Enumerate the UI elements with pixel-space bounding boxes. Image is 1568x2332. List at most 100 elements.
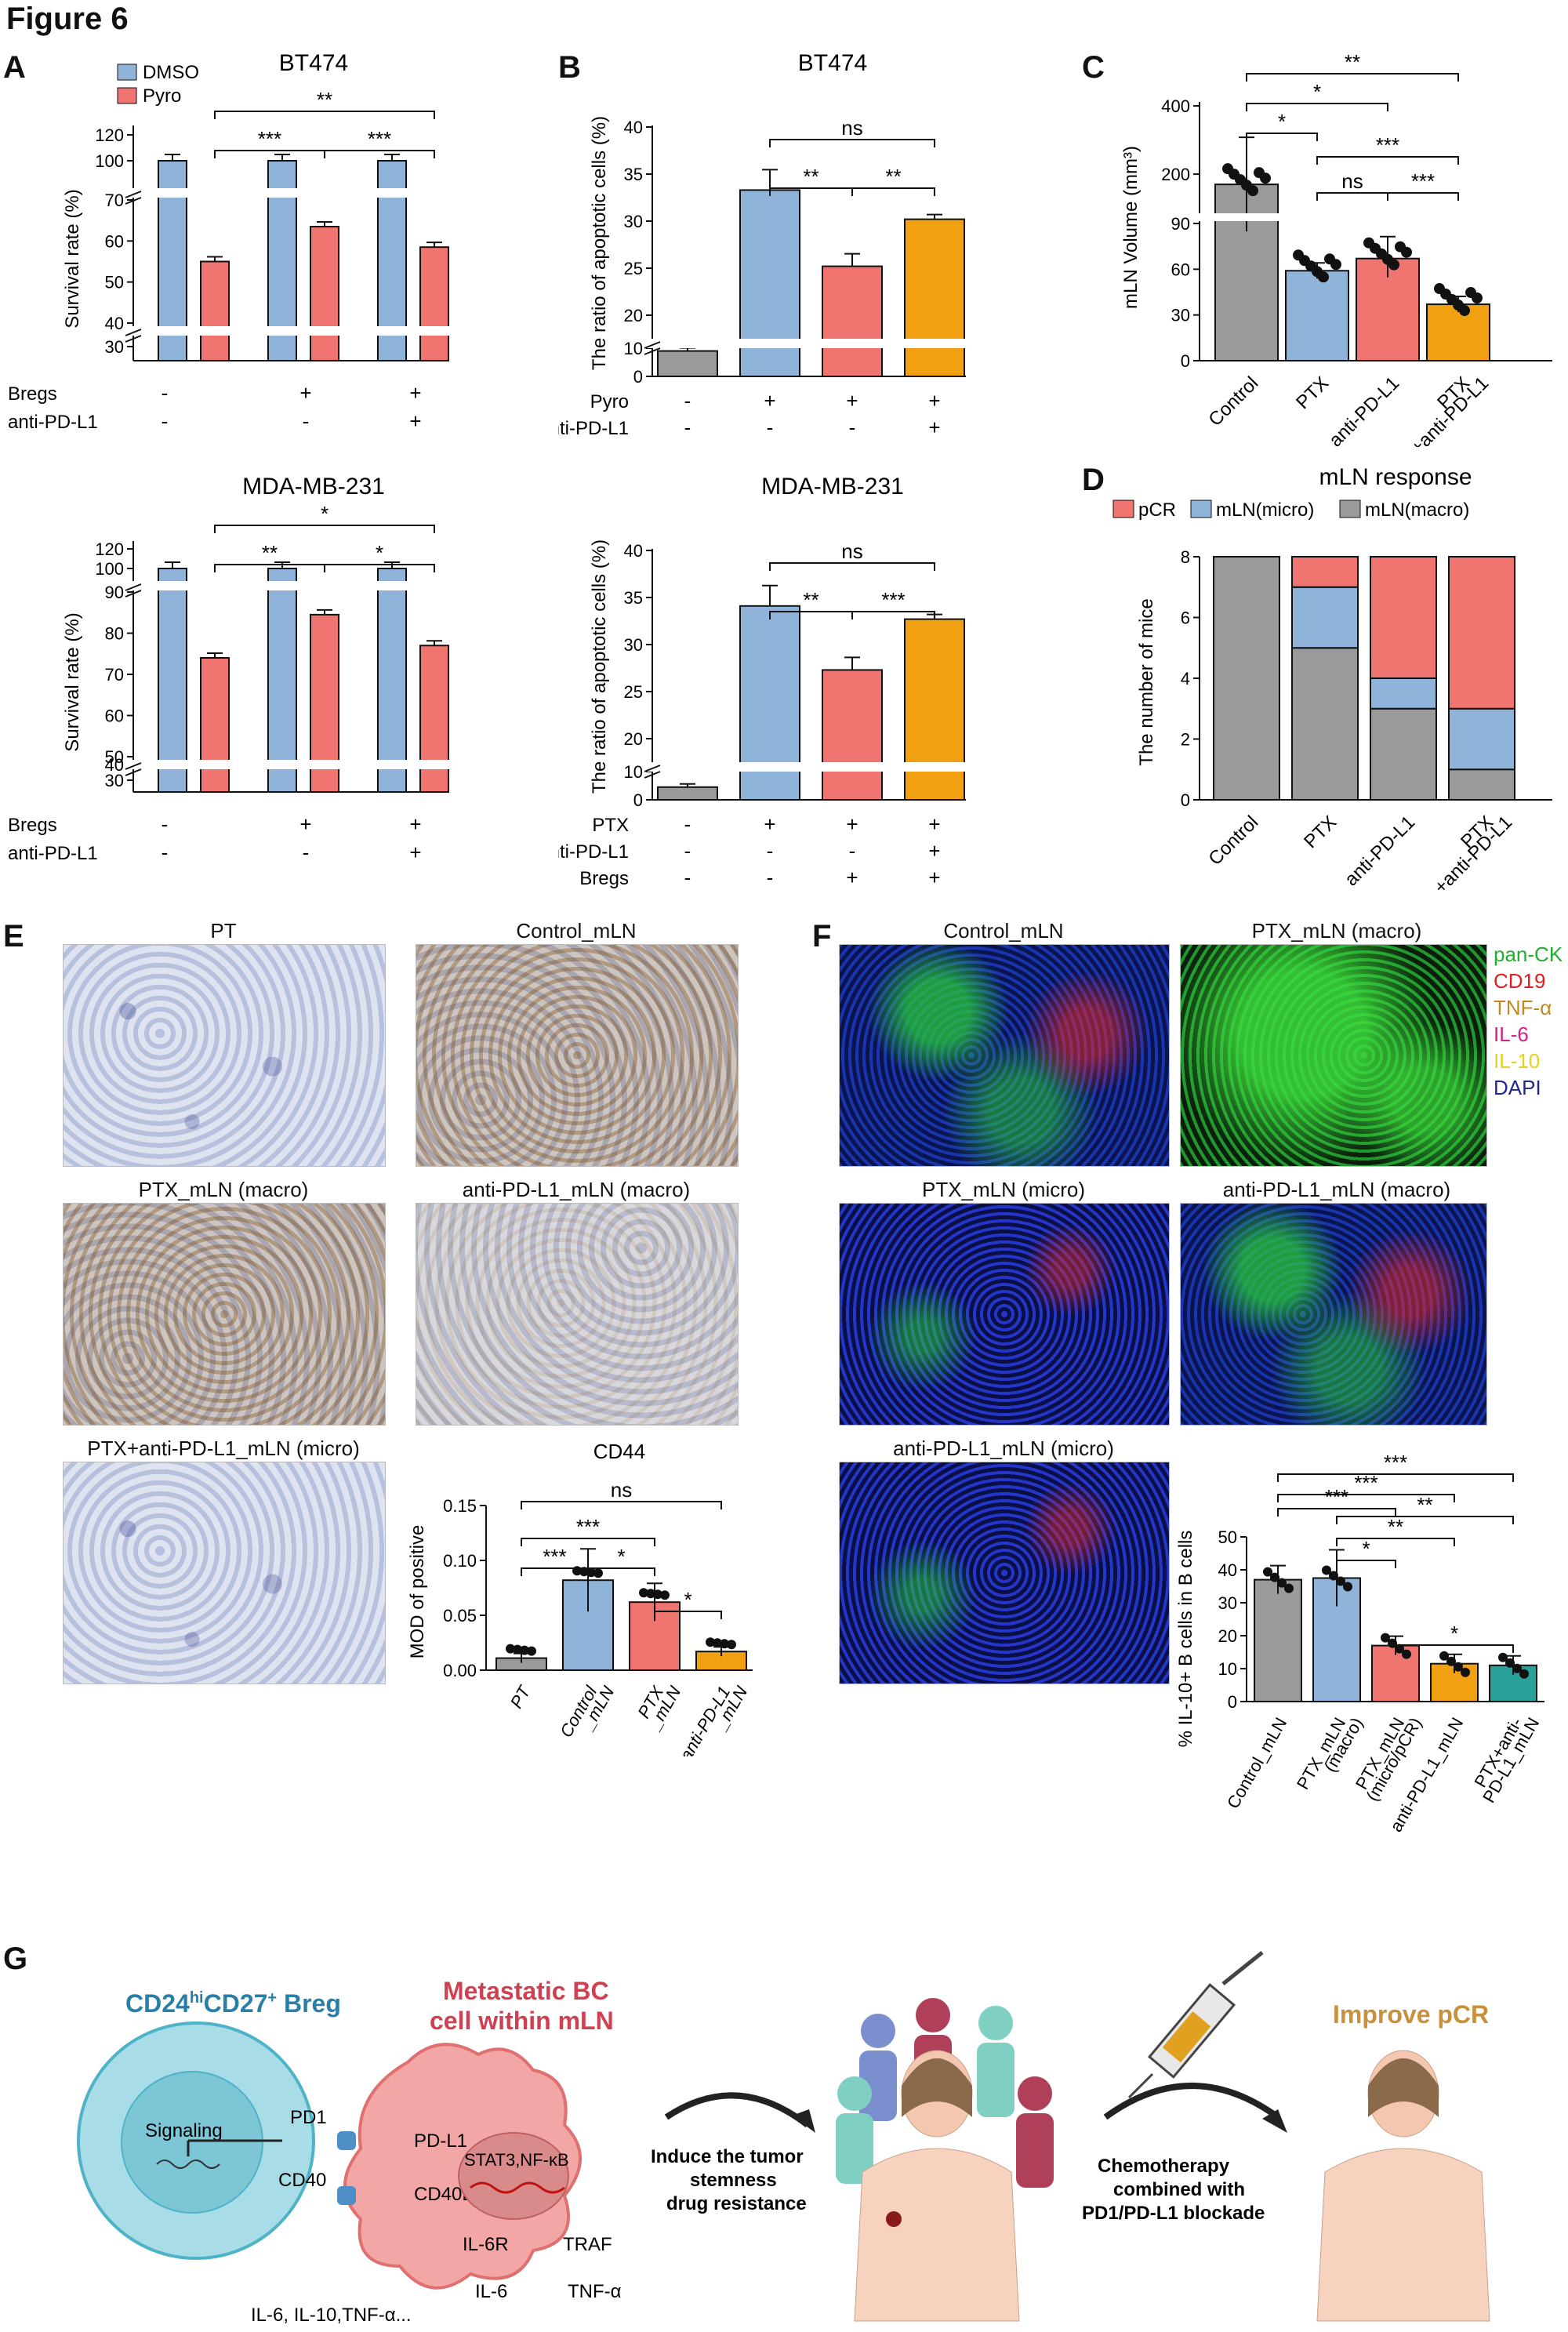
ytick-6-label: 40 <box>624 541 643 561</box>
pd1-receptor-icon <box>337 2131 356 2150</box>
bar-1 <box>1285 270 1349 361</box>
stat-label: STAT3,NF-κB <box>464 2150 569 2170</box>
condition-0-1: + <box>299 381 311 405</box>
condition-1-2: - <box>849 416 856 439</box>
pd1-label: PD1 <box>290 2107 327 2128</box>
y-axis-label: The number of mice <box>1136 598 1157 765</box>
bar-3-0 <box>1448 768 1515 801</box>
sig-6-bracket <box>1395 1644 1514 1653</box>
break-gap <box>643 762 1060 772</box>
marker-tnf-: TNF-α <box>1494 996 1552 1019</box>
sig-2-label: ns <box>841 116 862 140</box>
cd40-label: CD40 <box>278 2170 326 2191</box>
break-1-slash2 <box>125 197 142 205</box>
bar-pyro-2 <box>419 645 449 793</box>
sig-3-label: *** <box>576 1515 600 1538</box>
point-0-2 <box>1277 1578 1287 1588</box>
ytick-2-label: 50 <box>105 273 124 292</box>
break-1-slash2 <box>125 590 142 598</box>
condition-2-2: + <box>846 442 858 447</box>
tumor-title-1: Metastatic BC <box>443 1977 609 2005</box>
ytick-1-label: 30 <box>1171 306 1190 325</box>
bar-1-0 <box>1291 647 1359 801</box>
sig-1-label: * <box>1313 80 1321 104</box>
condition-0-2: + <box>846 389 858 412</box>
ytick-6-label: 90 <box>105 583 124 602</box>
point-1-0 <box>1322 1565 1331 1575</box>
point-0-1 <box>1270 1572 1279 1582</box>
point-2-3 <box>1402 1649 1411 1659</box>
diagram-g-mechanism: CD24hiCD27+ Breg Signaling PD1 CD40 Meta… <box>77 1951 1490 2326</box>
bar-3-1 <box>1448 707 1515 771</box>
condition-1-0: - <box>162 409 169 433</box>
f-title-antipdl1-micro: anti-PD-L1_mLN (micro) <box>893 1437 1114 1460</box>
point-3-0 <box>706 1637 715 1647</box>
panel-letter-c: C <box>1082 50 1105 85</box>
e-title-antipdl1: anti-PD-L1_mLN (macro) <box>462 1178 691 1201</box>
ytick-5-label: 100 <box>95 151 124 171</box>
f-title-ptx-micro: PTX_mLN (micro) <box>921 1178 1085 1201</box>
dna-helix-icon <box>470 2181 565 2194</box>
sig-3-bracket <box>1277 1494 1455 1502</box>
sig-1-bracket <box>324 564 435 572</box>
sig-2-bracket <box>214 111 435 119</box>
point-2-4 <box>1388 259 1399 271</box>
condition-1: anti-PD-L1 <box>558 841 629 863</box>
condition-1-1: - <box>767 839 774 863</box>
sig-4-label: *** <box>1376 133 1399 157</box>
ytick-1-label: 40 <box>105 314 124 333</box>
xtick-2: anti-PD-L1 <box>1325 372 1403 447</box>
marker-il-6: IL-6 <box>1494 1023 1529 1046</box>
f-image-ptx-macro <box>1180 944 1487 1167</box>
ytick-3-label: 25 <box>624 259 643 278</box>
bar-dmso-1 <box>267 568 297 793</box>
dna-squiggle-icon <box>156 2159 220 2169</box>
ytick-0-label: 0 <box>1181 351 1190 371</box>
ytick-0-label: 30 <box>105 337 124 357</box>
point-3-2 <box>1454 1662 1463 1672</box>
patient-healthy-icon <box>1316 2050 1490 2322</box>
ytick-0-label: 0 <box>1228 1692 1237 1712</box>
ytick-1-label: 10 <box>1218 1659 1237 1679</box>
sig-0-label: ** <box>262 541 278 565</box>
e-title-combo: PTX+anti-PD-L1_mLN (micro) <box>87 1437 360 1460</box>
sig-5-label: *** <box>1384 1451 1407 1474</box>
point-2-2 <box>1395 1644 1404 1654</box>
panel-letter-d: D <box>1082 463 1105 497</box>
bar-3 <box>904 618 965 801</box>
sig-0-label: *** <box>258 127 281 151</box>
point-0-6 <box>1260 173 1271 184</box>
e-image-ptx <box>63 1203 386 1426</box>
legend-label-0: pCR <box>1138 499 1176 521</box>
break-slash2 <box>644 771 661 779</box>
chart-b-mda: MDA-MB-231 The ratio of apoptotic cells (… <box>558 474 1060 889</box>
bar-0 <box>657 786 718 801</box>
break-slash1 <box>644 765 661 772</box>
ytick-3-label: 6 <box>1181 608 1190 628</box>
break-1-gap <box>124 581 549 590</box>
bar-3 <box>904 218 965 377</box>
sig-1-label: * <box>617 1545 625 1568</box>
ytick-2-label: 50 <box>105 747 124 767</box>
curved-arrow-2 <box>1103 2083 1280 2120</box>
bar-2 <box>822 669 883 801</box>
condition-2-3: + <box>928 442 940 447</box>
sig-1-label: *** <box>368 127 391 151</box>
point-0-3 <box>1284 1583 1294 1593</box>
bar-0 <box>657 350 718 378</box>
point-3-1 <box>713 1638 722 1648</box>
sig-0-bracket <box>214 150 325 158</box>
ytick-3-label: 90 <box>1171 214 1190 234</box>
condition-0: Bregs <box>8 383 57 405</box>
break-2-slash2 <box>125 768 142 776</box>
sig-0-label: ** <box>803 588 818 612</box>
bar-2-1 <box>1370 677 1437 710</box>
sig-2-bracket <box>654 1611 722 1619</box>
break-gap <box>1192 213 1552 221</box>
condition-0: Bregs <box>8 815 57 836</box>
condition-1-2: + <box>409 409 421 433</box>
sig-2-bracket <box>214 525 435 533</box>
f-image-antipdl1-macro <box>1180 1203 1487 1426</box>
point-0-4 <box>1247 185 1258 197</box>
sig-1-bracket <box>851 187 935 196</box>
